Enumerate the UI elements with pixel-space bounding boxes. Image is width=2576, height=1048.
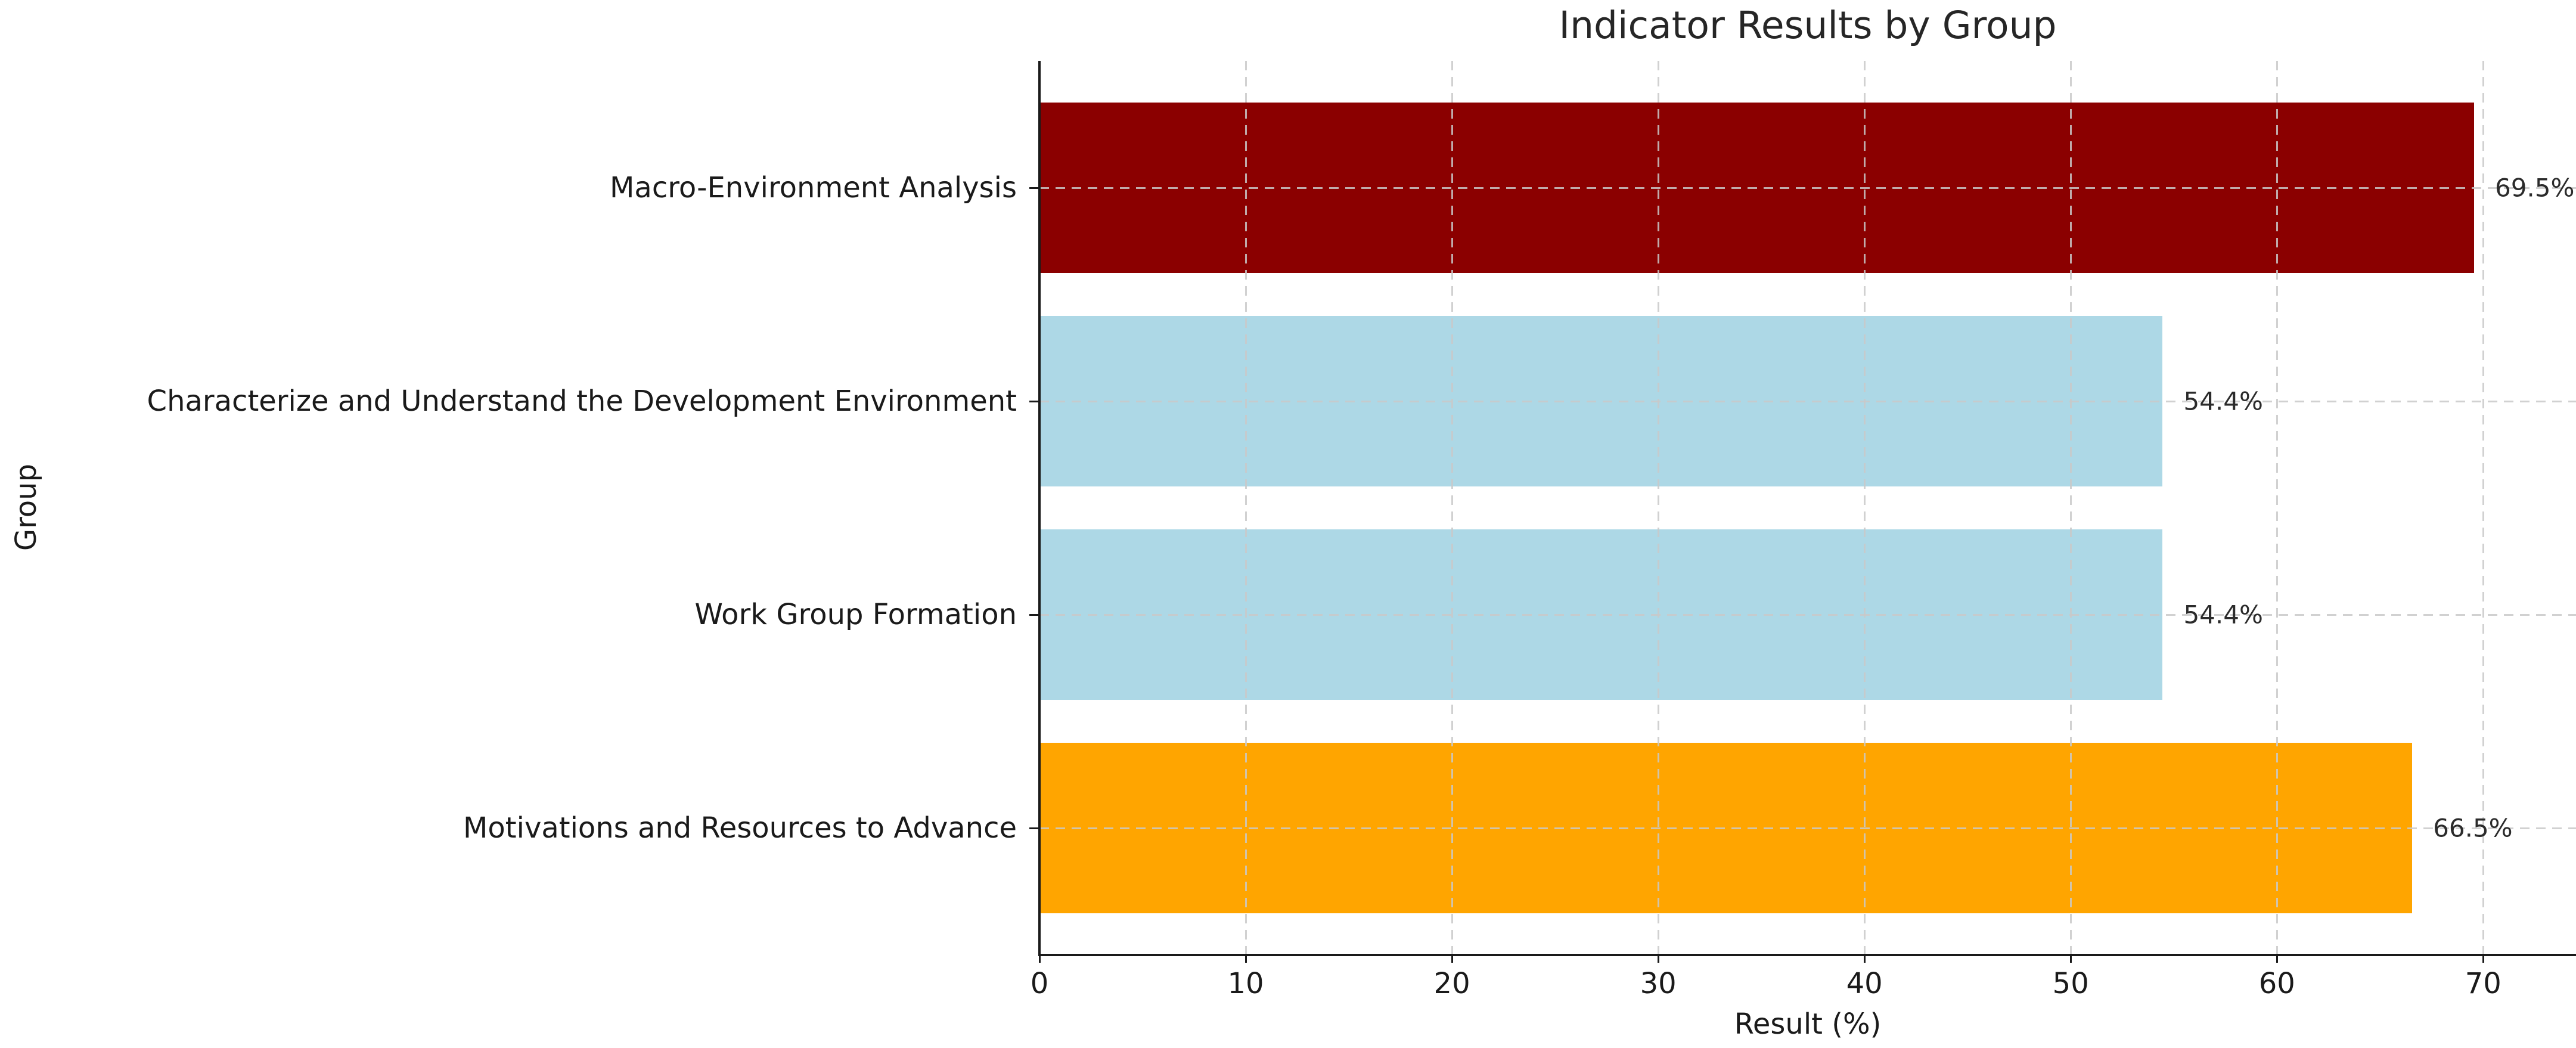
x-gridline [2069, 61, 2072, 954]
y-tick-mark [1029, 613, 1038, 616]
x-tick-label: 70 [2465, 967, 2501, 1000]
chart-title: Indicator Results by Group [1559, 4, 2057, 47]
y-gridline [1039, 613, 2576, 616]
x-gridline [2482, 61, 2484, 954]
x-gridline [1657, 61, 1659, 954]
bar-value-label: 69.5% [2494, 173, 2575, 203]
x-tick-mark [1451, 954, 1453, 963]
category-label: Work Group Formation [694, 598, 1017, 631]
bar-value-label: 66.5% [2433, 813, 2513, 843]
x-tick-mark [1244, 954, 1247, 963]
x-tick-mark [1038, 954, 1041, 963]
x-tick-mark [2482, 954, 2484, 963]
x-tick-label: 60 [2258, 967, 2295, 1000]
x-tick-mark [1657, 954, 1659, 963]
y-gridline [1039, 187, 2576, 189]
y-tick-mark [1029, 827, 1038, 829]
bar-value-label: 54.4% [2183, 386, 2263, 416]
x-tick-label: 40 [1846, 967, 1883, 1000]
x-tick-mark [2276, 954, 2278, 963]
x-axis-spine [1038, 954, 2576, 956]
x-tick-label: 10 [1227, 967, 1264, 1000]
y-tick-mark [1029, 400, 1038, 402]
x-gridline [1451, 61, 1453, 954]
bar-value-label: 54.4% [2183, 600, 2263, 630]
y-tick-mark [1029, 187, 1038, 189]
x-gridline [1863, 61, 1866, 954]
category-label: Motivations and Resources to Advance [463, 811, 1017, 845]
x-tick-mark [1863, 954, 1866, 963]
y-axis-title-text: Group [10, 463, 43, 551]
y-axis-title: Group [10, 464, 43, 551]
y-gridline [1039, 827, 2576, 829]
x-tick-label: 50 [2052, 967, 2089, 1000]
y-gridline [1039, 400, 2576, 402]
x-tick-label: 20 [1433, 967, 1470, 1000]
category-label: Macro-Environment Analysis [610, 171, 1017, 204]
x-tick-label: 30 [1640, 967, 1677, 1000]
y-axis-spine [1038, 61, 1041, 956]
x-gridline [2276, 61, 2278, 954]
category-label: Characterize and Understand the Developm… [147, 385, 1017, 418]
x-axis-title: Result (%) [1734, 1007, 1882, 1041]
x-tick-mark [2069, 954, 2072, 963]
x-tick-label: 0 [1030, 967, 1049, 1000]
x-gridline [1244, 61, 1247, 954]
